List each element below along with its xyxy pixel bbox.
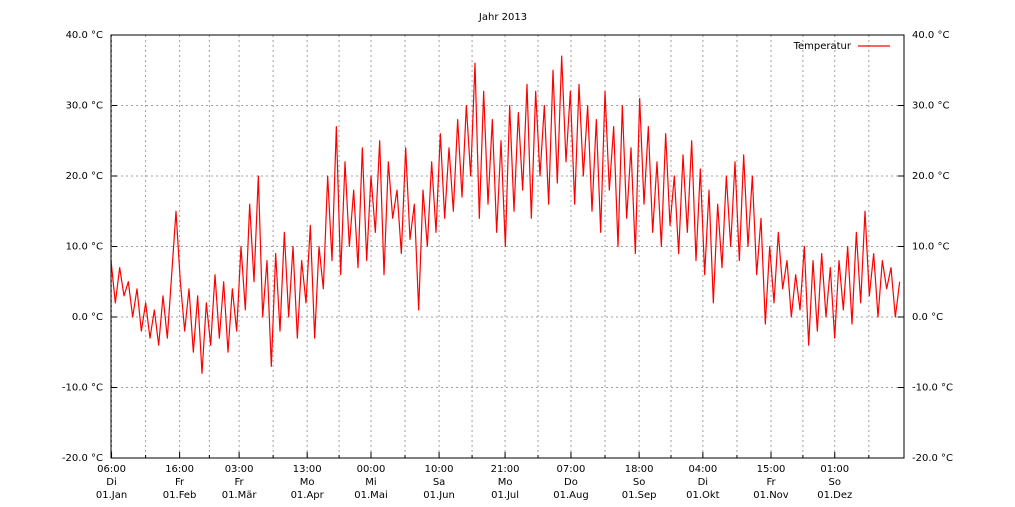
- x-tick-label: 07:00: [557, 464, 586, 475]
- y-tick-label: 30.0 °C: [66, 101, 103, 112]
- legend-label: Temperatur: [793, 41, 852, 52]
- y-tick-label: 20.0 °C: [66, 171, 103, 182]
- x-tick-label: 01.Jul: [491, 490, 519, 501]
- x-tick-label: 01.Sep: [622, 490, 657, 501]
- x-tick-label: Mo: [498, 477, 513, 488]
- y-tick-label: 0.0 °C: [72, 312, 103, 323]
- x-tick-label: 01.Aug: [553, 490, 588, 501]
- x-tick-label: 13:00: [293, 464, 322, 475]
- x-tick-label: 01.Okt: [686, 490, 720, 501]
- y2-tick-label: -10.0 °C: [912, 383, 953, 394]
- x-tick-label: 04:00: [688, 464, 717, 475]
- x-tick-label: 16:00: [165, 464, 194, 475]
- y2-tick-label: -20.0 °C: [912, 453, 953, 464]
- x-tick-label: Mi: [365, 477, 376, 488]
- x-tick-label: Di: [106, 477, 116, 488]
- x-tick-label: Mo: [300, 477, 315, 488]
- x-tick-label: 00:00: [357, 464, 386, 475]
- x-tick-label: 01.Apr: [291, 490, 325, 501]
- x-tick-label: 10:00: [425, 464, 454, 475]
- x-tick-label: Do: [564, 477, 578, 488]
- y2-tick-label: 10.0 °C: [912, 242, 949, 253]
- y-tick-label: 40.0 °C: [66, 30, 103, 41]
- x-tick-label: Fr: [175, 477, 185, 488]
- x-tick-label: 18:00: [625, 464, 654, 475]
- y2-tick-label: 0.0 °C: [912, 312, 943, 323]
- chart-title: Jahr 2013: [478, 12, 527, 23]
- x-tick-label: 01.Jun: [423, 490, 455, 501]
- x-tick-label: 01.Feb: [163, 490, 197, 501]
- x-tick-label: Fr: [766, 477, 776, 488]
- y-tick-label: 10.0 °C: [66, 242, 103, 253]
- x-tick-label: 21:00: [491, 464, 520, 475]
- plot-frame: [110, 34, 905, 459]
- y-tick-label: -20.0 °C: [62, 453, 103, 464]
- x-tick-label: Di: [698, 477, 708, 488]
- x-tick-label: 15:00: [757, 464, 786, 475]
- x-tick-label: Sa: [433, 477, 445, 488]
- x-tick-label: Fr: [235, 477, 245, 488]
- x-tick-label: 01.Dez: [817, 490, 852, 501]
- x-tick-label: So: [633, 477, 645, 488]
- y2-tick-label: 40.0 °C: [912, 30, 949, 41]
- x-tick-label: 01.Nov: [753, 490, 789, 501]
- y-tick-label: -10.0 °C: [62, 383, 103, 394]
- x-tick-label: So: [829, 477, 841, 488]
- x-tick-label: 01.Mai: [354, 490, 387, 501]
- x-tick-label: 01.Jan: [96, 490, 127, 501]
- y2-tick-label: 30.0 °C: [912, 101, 949, 112]
- x-tick-label: 03:00: [225, 464, 254, 475]
- x-tick-label: 01:00: [820, 464, 849, 475]
- x-tick-label: 06:00: [97, 464, 126, 475]
- y2-tick-label: 20.0 °C: [912, 171, 949, 182]
- temperature-line: [110, 55, 901, 374]
- x-tick-label: 01.Mär: [222, 490, 258, 501]
